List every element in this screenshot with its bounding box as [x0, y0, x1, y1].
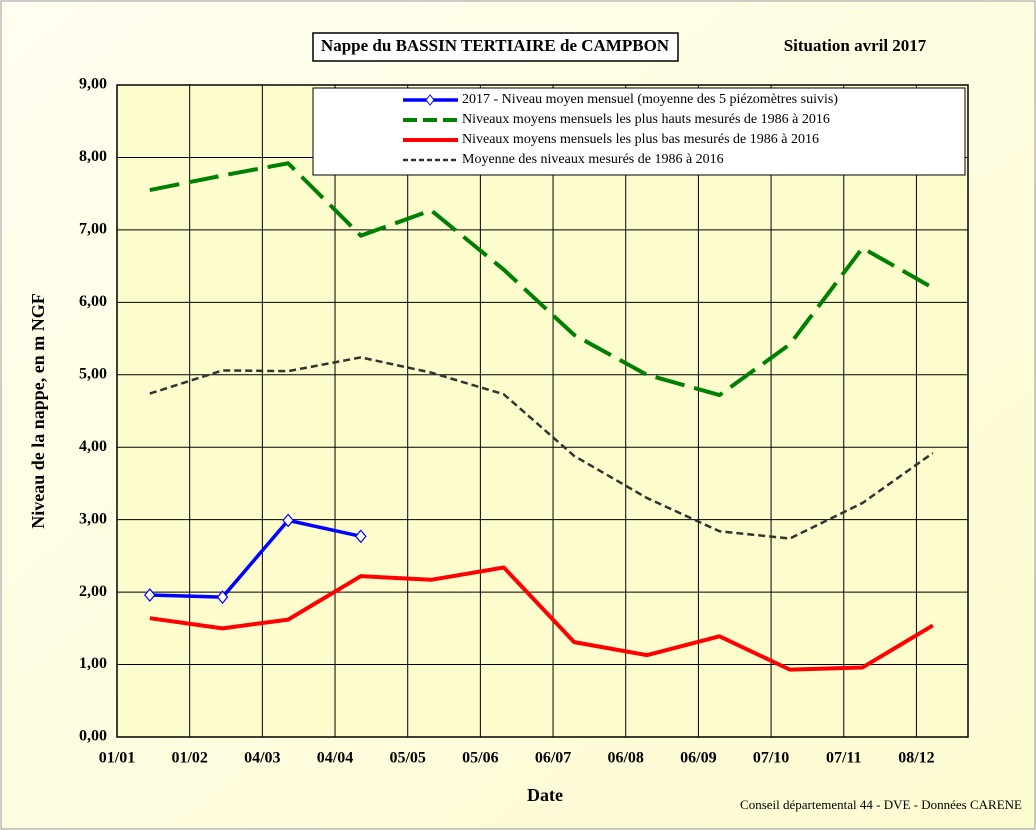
legend-label: Niveaux moyens mensuels les plus bas mes… — [462, 132, 819, 147]
x-tick-label: 01/01 — [99, 750, 135, 767]
y-tick-label: 3,00 — [79, 510, 107, 527]
x-tick-label: 05/06 — [462, 750, 498, 767]
data-point — [282, 513, 294, 528]
series-line — [149, 161, 934, 398]
y-tick-label: 9,00 — [79, 76, 107, 93]
chart-title: Nappe du BASSIN TERTIAIRE de CAMPBON — [321, 36, 670, 55]
legend-label: Niveaux moyens mensuels les plus hauts m… — [462, 112, 830, 127]
source-note: Conseil départemental 44 - DVE - Données… — [740, 797, 1022, 812]
legend-marker — [425, 94, 435, 106]
series-line — [149, 356, 934, 540]
x-axis-label: Date — [527, 785, 563, 805]
series-line — [149, 565, 934, 672]
x-tick-label: 04/04 — [317, 750, 353, 767]
x-tick-label: 06/08 — [607, 750, 643, 767]
x-tick-label: 07/10 — [753, 750, 789, 767]
data-point — [355, 529, 367, 544]
y-tick-label: 8,00 — [79, 148, 107, 165]
plot-border — [116, 84, 969, 738]
y-tick-label: 7,00 — [79, 221, 107, 238]
x-tick-label: 05/05 — [389, 750, 425, 767]
x-tick-label: 08/12 — [898, 750, 934, 767]
x-tick-label: 01/02 — [171, 750, 207, 767]
legend-label: 2017 - Niveau moyen mensuel (moyenne des… — [462, 92, 838, 107]
plot-area — [117, 85, 968, 737]
x-tick-label: 07/11 — [826, 750, 862, 767]
data-point — [216, 590, 229, 605]
y-tick-label: 0,00 — [79, 728, 107, 745]
chart-subtitle: Situation avril 2017 — [784, 36, 927, 55]
y-axis-label: Niveau de la nappe, en m NGF — [28, 293, 48, 529]
title-box — [312, 32, 679, 62]
data-point — [144, 588, 156, 602]
y-tick-label: 1,00 — [79, 655, 107, 672]
x-tick-label: 06/09 — [680, 750, 716, 767]
x-tick-label: 04/03 — [244, 750, 280, 767]
legend-label: Moyenne des niveaux mesurés de 1986 à 20… — [462, 152, 724, 167]
series-line — [149, 518, 362, 599]
x-tick-label: 06/07 — [535, 750, 571, 767]
y-tick-label: 4,00 — [79, 438, 107, 455]
y-tick-label: 6,00 — [79, 293, 107, 310]
y-tick-label: 5,00 — [79, 365, 107, 382]
y-tick-label: 2,00 — [79, 583, 107, 600]
